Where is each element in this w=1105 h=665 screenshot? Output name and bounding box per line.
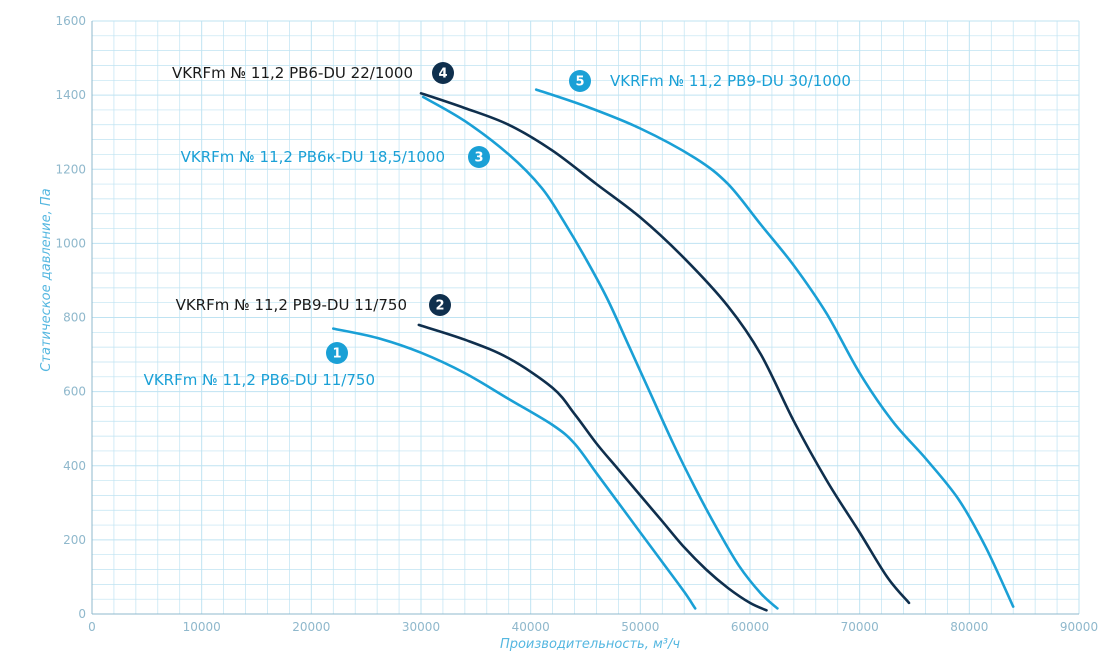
- series-line-2: [417, 323, 768, 612]
- x-tick-label: 70000: [841, 620, 879, 634]
- series-badge-number-2: 2: [435, 299, 444, 314]
- y-tick-label: 400: [63, 459, 86, 473]
- x-tick-label: 20000: [292, 620, 330, 634]
- x-tick-label: 80000: [950, 620, 988, 634]
- series-line-5: [534, 88, 1015, 608]
- y-tick-label: 800: [63, 311, 86, 325]
- series-badge-number-4: 4: [438, 67, 447, 82]
- x-tick-label: 30000: [402, 620, 440, 634]
- x-tick-label: 90000: [1060, 620, 1098, 634]
- series-label-4: VKRFm № 11,2 PB6-DU 22/1000: [172, 64, 413, 82]
- y-tick-label: 1600: [55, 14, 86, 28]
- series-badge-5: [569, 70, 591, 92]
- series-lines: [332, 88, 1015, 612]
- series-badge-number-3: 3: [474, 151, 483, 166]
- series-label-5: VKRFm № 11,2 PB9-DU 30/1000: [610, 72, 851, 90]
- y-tick-label: 200: [63, 533, 86, 547]
- y-tick-label: 1000: [55, 236, 86, 250]
- series-label-2: VKRFm № 11,2 PB9-DU 11/750: [176, 296, 407, 314]
- series-badge-4: [432, 62, 454, 84]
- series-badge-3: [468, 146, 490, 168]
- series-label-3: VKRFm № 11,2 PB6к-DU 18,5/1000: [181, 148, 445, 166]
- y-tick-label: 1400: [55, 88, 86, 102]
- series-labels: VKRFm № 11,2 PB6-DU 11/750 1 VKRFm № 11,2 …: [144, 62, 851, 389]
- y-tick-label: 600: [63, 385, 86, 399]
- x-tick-label: 50000: [621, 620, 659, 634]
- series-line-1: [332, 327, 697, 610]
- series-line-3: [421, 95, 779, 610]
- series-badge-1: [326, 342, 348, 364]
- y-tick-label: 0: [78, 607, 86, 621]
- tick-labels: 0 10000 20000 30000 40000 50000 60000 70000 8000…: [55, 14, 1098, 634]
- y-axis-title: Статическое давление, Па: [39, 188, 54, 371]
- x-tick-label: 10000: [183, 620, 221, 634]
- x-axis-title: Производительность, м³/ч: [500, 637, 680, 652]
- y-tick-label: 1200: [55, 162, 86, 176]
- series-label-1: VKRFm № 11,2 PB6-DU 11/750: [144, 371, 375, 389]
- x-tick-label: 0: [88, 620, 96, 634]
- grid: [91, 20, 1080, 615]
- series-badge-number-5: 5: [575, 75, 584, 90]
- x-tick-label: 60000: [731, 620, 769, 634]
- series-badge-number-1: 1: [332, 347, 341, 362]
- series-line-4: [419, 92, 911, 605]
- series-badge-2: [429, 294, 451, 316]
- x-tick-label: 40000: [512, 620, 550, 634]
